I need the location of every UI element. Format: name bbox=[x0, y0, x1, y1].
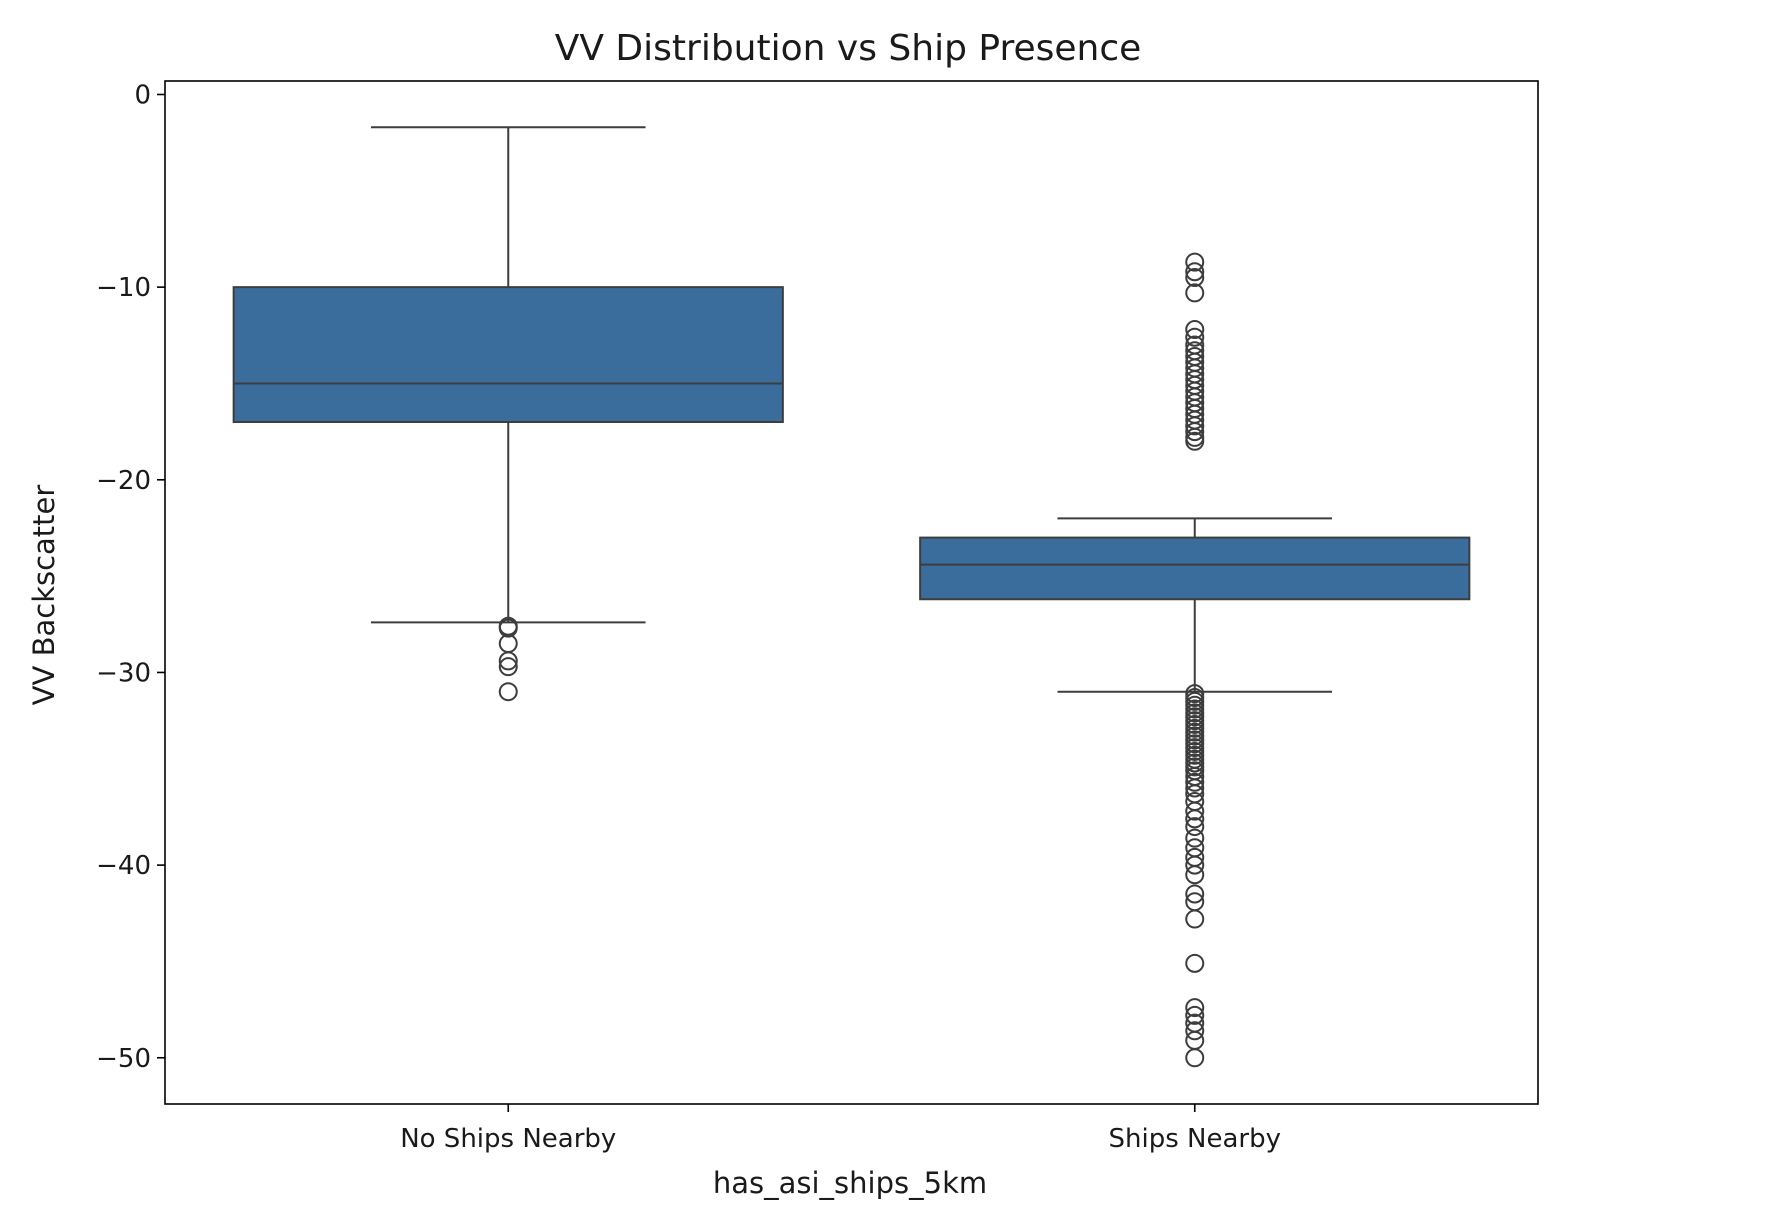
outlier-point bbox=[498, 682, 518, 702]
outlier-point bbox=[1185, 838, 1205, 858]
outlier-point bbox=[1185, 431, 1205, 451]
outlier-point bbox=[1185, 801, 1205, 821]
x-tick-label: Ships Nearby bbox=[1109, 1124, 1281, 1154]
outlier-point bbox=[1185, 1048, 1205, 1068]
outlier-point bbox=[1185, 283, 1205, 303]
outlier-point bbox=[1185, 252, 1205, 272]
outlier-point bbox=[1185, 416, 1205, 436]
outlier-point bbox=[1185, 772, 1205, 792]
outlier-point bbox=[1185, 262, 1205, 282]
outlier-point bbox=[1185, 268, 1205, 288]
outlier-point bbox=[1185, 809, 1205, 829]
y-tick-label: −30 bbox=[96, 658, 151, 688]
y-tick-label: 0 bbox=[134, 80, 151, 110]
y-tick-label: −10 bbox=[96, 273, 151, 303]
y-tick-label: −50 bbox=[96, 1044, 151, 1074]
box-group bbox=[232, 126, 784, 702]
outlier-point bbox=[1185, 884, 1205, 904]
outlier-point bbox=[1185, 320, 1205, 340]
outlier-point bbox=[1185, 817, 1205, 837]
outlier-point bbox=[1185, 1021, 1205, 1041]
outlier-point bbox=[1185, 828, 1205, 848]
x-axis: No Ships Nearby Ships Nearby bbox=[400, 1104, 1281, 1154]
box-group bbox=[919, 252, 1471, 1068]
outlier-point bbox=[1185, 327, 1205, 347]
outlier-point bbox=[1185, 998, 1205, 1018]
outlier-point bbox=[498, 651, 518, 671]
outlier-point bbox=[498, 618, 518, 638]
outlier-point bbox=[1185, 865, 1205, 885]
outlier-point bbox=[1185, 1030, 1205, 1050]
y-tick-label: −40 bbox=[96, 851, 151, 881]
outlier-point bbox=[1185, 778, 1205, 798]
x-axis-label: has_asi_ships_5km bbox=[713, 1166, 987, 1200]
outlier-point bbox=[1185, 1005, 1205, 1025]
chart-title: VV Distribution vs Ship Presence bbox=[555, 28, 1142, 69]
outlier-point bbox=[498, 657, 518, 677]
y-tick-label: −20 bbox=[96, 466, 151, 496]
outlier-point bbox=[1185, 855, 1205, 875]
outlier-point bbox=[1185, 422, 1205, 442]
x-tick-label: No Ships Nearby bbox=[400, 1124, 616, 1154]
iqr-box bbox=[232, 286, 784, 423]
plot-content bbox=[232, 126, 1471, 1068]
outlier-point bbox=[1185, 953, 1205, 973]
outlier-point bbox=[1185, 909, 1205, 929]
iqr-box bbox=[919, 536, 1471, 601]
y-axis-label: VV Backscatter bbox=[27, 485, 61, 706]
plot-frame bbox=[164, 80, 1539, 1105]
y-axis: 0 −10 −20 −30 −40 −50 bbox=[96, 80, 165, 1074]
